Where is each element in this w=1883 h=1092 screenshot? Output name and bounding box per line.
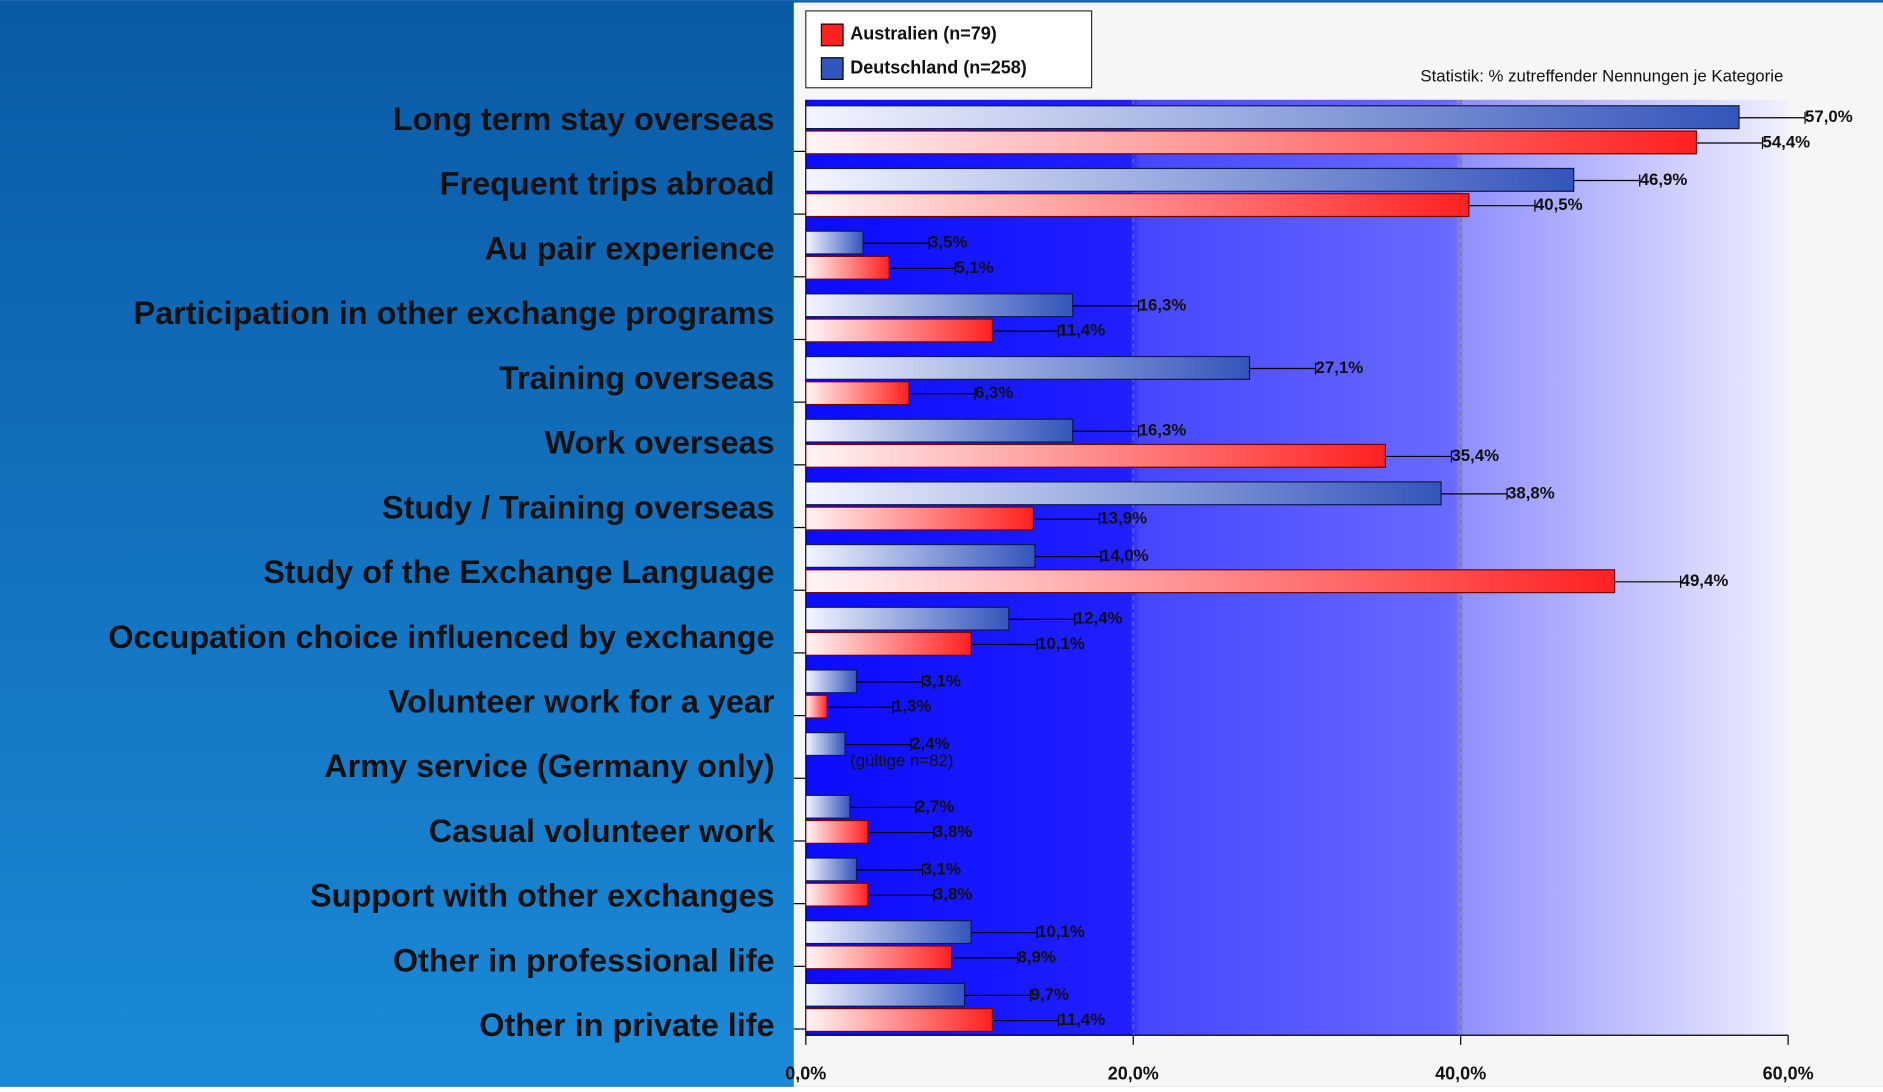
x-tick-label: 60,0% (1763, 1064, 1814, 1084)
bar (805, 694, 828, 719)
category-label: Frequent trips abroad (440, 166, 775, 202)
x-tick-label: 40,0% (1435, 1064, 1486, 1084)
bar (805, 543, 1036, 568)
category-label: Army service (Germany only) (324, 748, 774, 784)
bar (805, 982, 966, 1007)
bar (805, 293, 1074, 318)
bar (805, 381, 910, 406)
bar (805, 669, 858, 694)
category-label: Au pair experience (485, 230, 775, 266)
legend-swatch (820, 57, 844, 80)
category-label: Long term stay overseas (393, 101, 775, 137)
bar (805, 506, 1034, 531)
value-label: 46,9% (1640, 170, 1688, 189)
bar (805, 857, 858, 882)
value-label: 16,3% (1139, 421, 1187, 440)
subtitle: Statistik: % zutreffender Nennungen je K… (1420, 66, 1783, 85)
bar (805, 631, 972, 656)
value-label: 40,5% (1535, 195, 1583, 214)
value-label: 38,8% (1507, 483, 1555, 502)
legend (805, 10, 1093, 89)
bar (805, 255, 890, 280)
bar (805, 1008, 994, 1033)
category-label: Volunteer work for a year (388, 684, 775, 720)
value-label: 11,4% (1058, 1010, 1105, 1029)
bar (805, 606, 1010, 631)
value-label: 6,3% (975, 383, 1013, 402)
value-label: 16,3% (1139, 295, 1187, 314)
value-label: 12,4% (1075, 609, 1123, 628)
bar (805, 819, 869, 844)
category-label: Casual volunteer work (429, 813, 776, 849)
category-label: Study / Training overseas (382, 489, 775, 525)
bar (805, 418, 1074, 443)
bar (805, 794, 851, 819)
bar (805, 569, 1616, 594)
x-tick-label: 0,0% (785, 1064, 826, 1084)
value-label: 11,4% (1058, 320, 1105, 339)
category-label: Occupation choice influenced by exchange (108, 619, 774, 655)
value-label: 3,1% (923, 671, 961, 690)
value-label: 3,5% (929, 233, 967, 252)
value-label: 35,4% (1451, 446, 1499, 465)
category-label: Other in professional life (393, 942, 775, 978)
legend-label: Australien (n=79) (850, 24, 997, 44)
value-label: 10,1% (1037, 634, 1085, 653)
bar (805, 882, 869, 907)
value-label: 3,8% (934, 822, 972, 841)
bar (805, 443, 1386, 468)
category-label: Training overseas (499, 360, 775, 396)
bar (805, 193, 1470, 218)
bar (805, 167, 1575, 192)
bar (805, 481, 1442, 506)
bar (805, 732, 846, 757)
value-label: 57,0% (1805, 107, 1853, 126)
value-label: 1,3% (893, 697, 931, 716)
value-label: 14,0% (1101, 546, 1149, 565)
value-label: 5,1% (955, 258, 993, 277)
value-label: 9,7% (1031, 985, 1069, 1004)
category-label: Support with other exchanges (310, 878, 775, 914)
value-label: 2,4% (911, 734, 949, 753)
annotation: (gültige n=82) (850, 751, 953, 770)
category-label: Participation in other exchange programs (133, 295, 774, 331)
bar (805, 945, 953, 970)
value-label: 54,4% (1762, 132, 1810, 151)
bar (805, 105, 1740, 130)
value-label: 3,8% (934, 885, 972, 904)
value-label: 27,1% (1316, 358, 1364, 377)
legend-swatch (820, 23, 844, 47)
bar (805, 355, 1251, 380)
x-tick-label: 20,0% (1108, 1064, 1159, 1084)
value-label: 3,1% (923, 859, 961, 878)
category-label: Study of the Exchange Language (263, 554, 774, 590)
bar (805, 920, 972, 945)
bar (805, 318, 994, 343)
value-label: 8,9% (1018, 947, 1056, 966)
bar (805, 130, 1698, 155)
legend-label: Deutschland (n=258) (850, 57, 1027, 77)
value-label: 49,4% (1681, 571, 1729, 590)
value-label: 13,9% (1099, 509, 1147, 528)
bar (805, 230, 864, 255)
category-label: Work overseas (545, 425, 775, 461)
value-label: 10,1% (1037, 922, 1085, 941)
value-label: 2,7% (916, 797, 954, 816)
category-label: Other in private life (479, 1007, 774, 1043)
